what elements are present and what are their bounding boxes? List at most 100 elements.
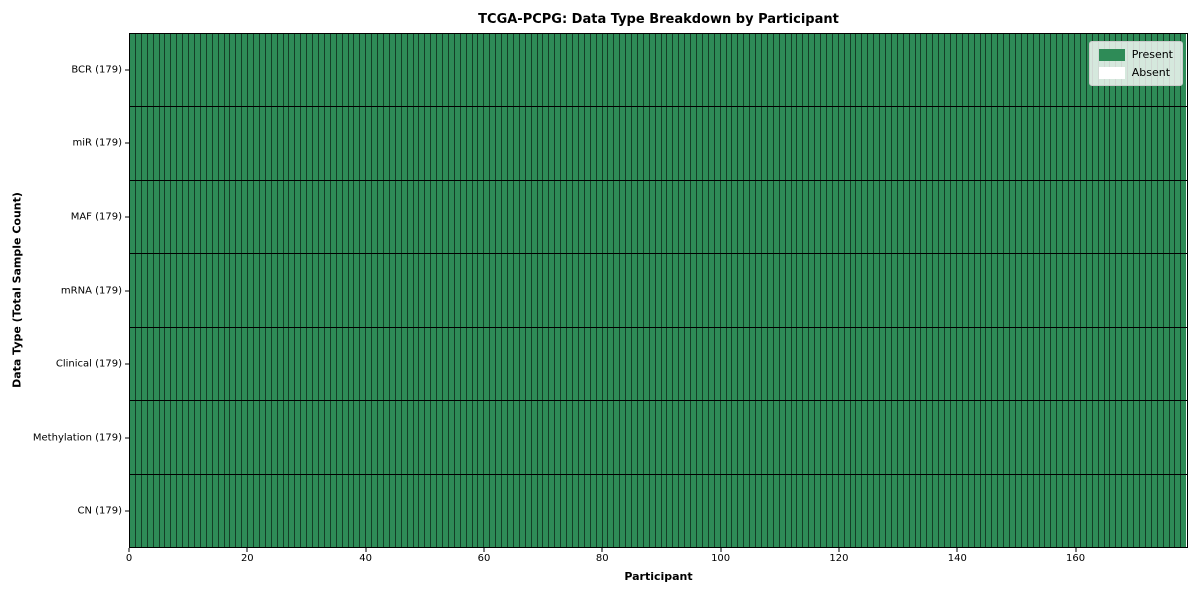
heatmap-cell-present	[973, 401, 980, 474]
y-tick-mark	[125, 437, 129, 439]
heatmap-cell-present	[731, 474, 738, 547]
heatmap-cell-present	[524, 474, 531, 547]
heatmap-cell-present	[388, 327, 395, 401]
heatmap-cell-present	[1079, 34, 1086, 107]
heatmap-cell-present	[447, 254, 454, 327]
heatmap-cell-present	[471, 254, 478, 327]
heatmap-cell-present	[743, 34, 750, 107]
heatmap-cell-present	[300, 34, 307, 107]
heatmap-cell-present	[566, 34, 572, 107]
x-tick-mark	[720, 548, 722, 552]
heatmap-cell-present	[477, 401, 484, 474]
heatmap-cell-present	[1144, 401, 1151, 474]
heatmap-cell-present	[359, 34, 366, 107]
heatmap-cell-present	[607, 34, 614, 107]
heatmap-cell-present	[772, 180, 779, 254]
heatmap-cell-present	[843, 254, 850, 327]
heatmap-cell-present	[323, 34, 330, 107]
heatmap-cell-present	[459, 474, 466, 547]
heatmap-cell-present	[595, 34, 602, 107]
heatmap-cell-present	[902, 474, 909, 547]
heatmap-cell-present	[258, 34, 265, 107]
heatmap-cell-present	[867, 180, 874, 254]
heatmap-cell-present	[130, 401, 135, 474]
heatmap-cell-present	[199, 474, 206, 547]
heatmap-cell-present	[453, 327, 460, 401]
heatmap-cell-present	[341, 180, 348, 254]
heatmap-cell-present	[690, 180, 696, 254]
heatmap-cell-present	[542, 254, 549, 327]
heatmap-cell-present	[134, 254, 141, 327]
heatmap-cell-present	[483, 107, 490, 180]
heatmap-cell-present	[760, 401, 767, 474]
x-tick-mark	[956, 548, 958, 552]
heatmap-cell-present	[796, 327, 803, 401]
x-tick-label: 120	[829, 553, 849, 564]
heatmap-cell-present	[205, 34, 212, 107]
heatmap-cell-present	[566, 474, 572, 547]
heatmap-cell-present	[318, 180, 324, 254]
heatmap-cell-present	[772, 327, 779, 401]
heatmap-cell-present	[749, 327, 756, 401]
heatmap-cell-present	[701, 107, 708, 180]
heatmap-row	[130, 34, 1187, 107]
heatmap-cell-present	[991, 107, 998, 180]
heatmap-cell-present	[938, 401, 945, 474]
heatmap-cell-present	[193, 180, 200, 254]
heatmap-cell-present	[902, 327, 909, 401]
heatmap-cell-present	[1121, 254, 1128, 327]
heatmap-cell-present	[1014, 34, 1021, 107]
heatmap-cell-present	[1085, 254, 1092, 327]
heatmap-cell-present	[211, 34, 218, 107]
heatmap-cell-present	[199, 254, 206, 327]
heatmap-cell-present	[329, 327, 336, 401]
heatmap-cell-present	[164, 34, 171, 107]
heatmap-cell-present	[778, 327, 785, 401]
heatmap-cell-present	[471, 34, 478, 107]
heatmap-cell-present	[447, 107, 454, 180]
heatmap-cell-present	[973, 327, 980, 401]
heatmap-cell-present	[512, 180, 519, 254]
heatmap-cell-present	[589, 34, 596, 107]
heatmap-cell-present	[619, 107, 626, 180]
heatmap-cell-present	[264, 180, 271, 254]
heatmap-cell-present	[353, 327, 360, 401]
heatmap-cell-present	[1074, 180, 1080, 254]
heatmap-cell-present	[1091, 180, 1098, 254]
heatmap-cell-present	[1109, 107, 1116, 180]
heatmap-cell-present	[814, 327, 821, 401]
heatmap-cell-present	[507, 474, 513, 547]
heatmap-cell-present	[430, 474, 437, 547]
heatmap-cell-present	[176, 474, 183, 547]
heatmap-cell-present	[306, 34, 313, 107]
heatmap-cell-present	[944, 180, 950, 254]
heatmap-cell-present	[920, 34, 927, 107]
heatmap-cell-present	[241, 107, 248, 180]
heatmap-cell-present	[684, 180, 691, 254]
heatmap-cell-present	[524, 34, 531, 107]
heatmap-cell-present	[447, 327, 454, 401]
heatmap-cell-present	[802, 401, 809, 474]
heatmap-cell-present	[784, 254, 791, 327]
heatmap-cell-present	[713, 401, 720, 474]
heatmap-cell-present	[790, 180, 797, 254]
heatmap-cell-present	[1138, 107, 1145, 180]
heatmap-cell-present	[176, 254, 183, 327]
y-tick-label: miR (179)	[72, 137, 122, 149]
heatmap-cell-present	[205, 254, 212, 327]
heatmap-cell-present	[329, 254, 336, 327]
legend-label: Present	[1131, 48, 1173, 61]
heatmap-cell-present	[193, 401, 200, 474]
heatmap-cell-present	[595, 107, 602, 180]
heatmap-cell-present	[814, 180, 821, 254]
y-tick-label: mRNA (179)	[60, 285, 122, 296]
heatmap-cell-present	[223, 254, 230, 327]
heatmap-cell-present	[825, 107, 832, 180]
heatmap-cell-present	[253, 401, 259, 474]
heatmap-cell-present	[400, 34, 407, 107]
heatmap-cell-present	[365, 180, 372, 254]
heatmap-cell-present	[130, 327, 135, 401]
heatmap-cell-present	[944, 474, 950, 547]
heatmap-cell-present	[1003, 254, 1010, 327]
heatmap-cell-present	[991, 327, 998, 401]
